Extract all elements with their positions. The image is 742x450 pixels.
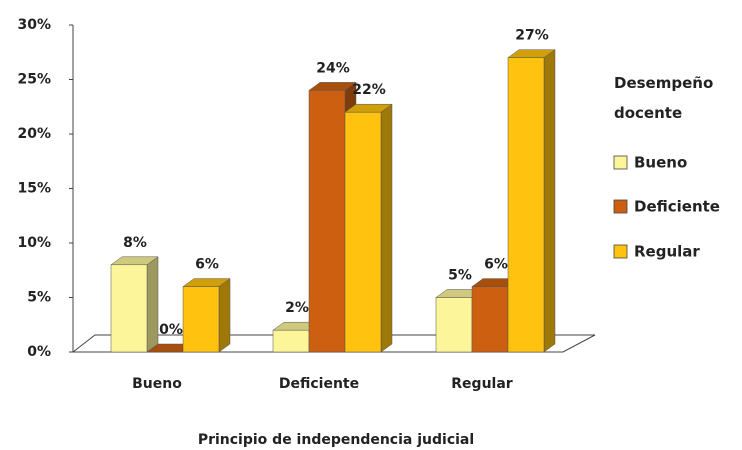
legend-swatch: [613, 244, 628, 259]
bar: [182, 286, 220, 353]
value-label: 6%: [195, 257, 219, 273]
bar: [471, 286, 509, 353]
bar-side: [543, 49, 556, 353]
legend-label: Deficiente: [634, 198, 720, 216]
bar-side: [218, 278, 231, 353]
value-label: 0%: [159, 322, 183, 338]
x-tick-label: Regular: [451, 376, 513, 392]
legend-title: Desempeño docente: [614, 74, 714, 122]
value-label: 8%: [123, 235, 147, 251]
bar: [507, 57, 545, 353]
y-tick-label: 5%: [27, 290, 51, 306]
y-tick-label: 10%: [17, 235, 51, 251]
bar: [272, 329, 310, 353]
legend-swatch: [613, 199, 628, 214]
value-label: 22%: [352, 82, 386, 98]
value-label: 2%: [285, 300, 309, 316]
y-tick-label: 25%: [17, 72, 51, 88]
x-axis-label: Principio de independencia judicial: [198, 432, 474, 448]
y-tick-label: 0%: [27, 344, 51, 360]
value-label: 6%: [484, 257, 508, 273]
x-tick-label: Deficiente: [279, 376, 359, 392]
bar-side: [380, 103, 393, 353]
y-tick-label: 20%: [17, 126, 51, 142]
bar: [344, 111, 382, 353]
bar: [110, 264, 148, 353]
legend-label: Bueno: [634, 154, 687, 172]
value-label: 27%: [515, 28, 549, 44]
bar: [435, 297, 473, 353]
x-tick-label: Bueno: [132, 376, 182, 392]
legend-label: Regular: [634, 243, 700, 261]
bar-side: [146, 256, 159, 353]
value-label: 24%: [316, 60, 350, 76]
y-tick-label: 15%: [17, 181, 51, 197]
legend-swatch: [613, 155, 628, 170]
bar: [308, 90, 346, 353]
y-tick-label: 30%: [17, 17, 51, 33]
value-label: 5%: [448, 268, 472, 284]
